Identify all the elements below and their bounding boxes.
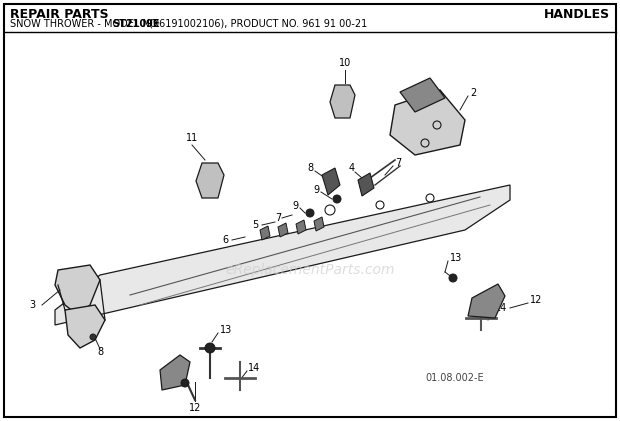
Polygon shape bbox=[358, 173, 374, 196]
Polygon shape bbox=[314, 217, 324, 231]
Text: 8: 8 bbox=[97, 347, 103, 357]
Text: 10: 10 bbox=[339, 58, 351, 68]
Polygon shape bbox=[390, 90, 465, 155]
Text: 9: 9 bbox=[292, 201, 298, 211]
Text: 12: 12 bbox=[189, 403, 201, 413]
Text: 6: 6 bbox=[222, 235, 228, 245]
Text: (96191002106), PRODUCT NO. 961 91 00-21: (96191002106), PRODUCT NO. 961 91 00-21 bbox=[146, 19, 367, 29]
Text: 7: 7 bbox=[275, 213, 281, 223]
Text: 14: 14 bbox=[495, 303, 507, 313]
Text: 12: 12 bbox=[530, 295, 542, 305]
Text: SNOW THROWER - MODEL NO.: SNOW THROWER - MODEL NO. bbox=[10, 19, 163, 29]
Text: 7: 7 bbox=[395, 158, 401, 168]
Polygon shape bbox=[55, 265, 100, 315]
Polygon shape bbox=[160, 355, 190, 390]
Circle shape bbox=[90, 334, 96, 340]
Text: HANDLES: HANDLES bbox=[544, 8, 610, 21]
Text: 13: 13 bbox=[450, 253, 463, 263]
Text: 5: 5 bbox=[252, 220, 258, 230]
Text: 14: 14 bbox=[248, 363, 260, 373]
Polygon shape bbox=[260, 226, 270, 240]
Polygon shape bbox=[322, 168, 340, 195]
Polygon shape bbox=[296, 220, 306, 234]
Polygon shape bbox=[400, 78, 445, 112]
Circle shape bbox=[181, 379, 189, 387]
Text: 3: 3 bbox=[29, 300, 35, 310]
Text: 2: 2 bbox=[470, 88, 476, 98]
Text: 11: 11 bbox=[186, 133, 198, 143]
Polygon shape bbox=[55, 185, 510, 325]
Text: ST2109E: ST2109E bbox=[112, 19, 160, 29]
Circle shape bbox=[449, 274, 457, 282]
Circle shape bbox=[306, 209, 314, 217]
Polygon shape bbox=[65, 305, 105, 348]
Polygon shape bbox=[278, 223, 288, 237]
Polygon shape bbox=[330, 85, 355, 118]
Text: REPAIR PARTS: REPAIR PARTS bbox=[10, 8, 108, 21]
Text: 4: 4 bbox=[349, 163, 355, 173]
Circle shape bbox=[333, 195, 341, 203]
Circle shape bbox=[205, 343, 215, 353]
Text: 13: 13 bbox=[220, 325, 232, 335]
Text: 8: 8 bbox=[307, 163, 313, 173]
Text: 9: 9 bbox=[313, 185, 319, 195]
Polygon shape bbox=[196, 163, 224, 198]
Polygon shape bbox=[468, 284, 505, 318]
Text: 01.08.002-E: 01.08.002-E bbox=[425, 373, 484, 383]
Text: eReplacementParts.com: eReplacementParts.com bbox=[225, 263, 395, 277]
